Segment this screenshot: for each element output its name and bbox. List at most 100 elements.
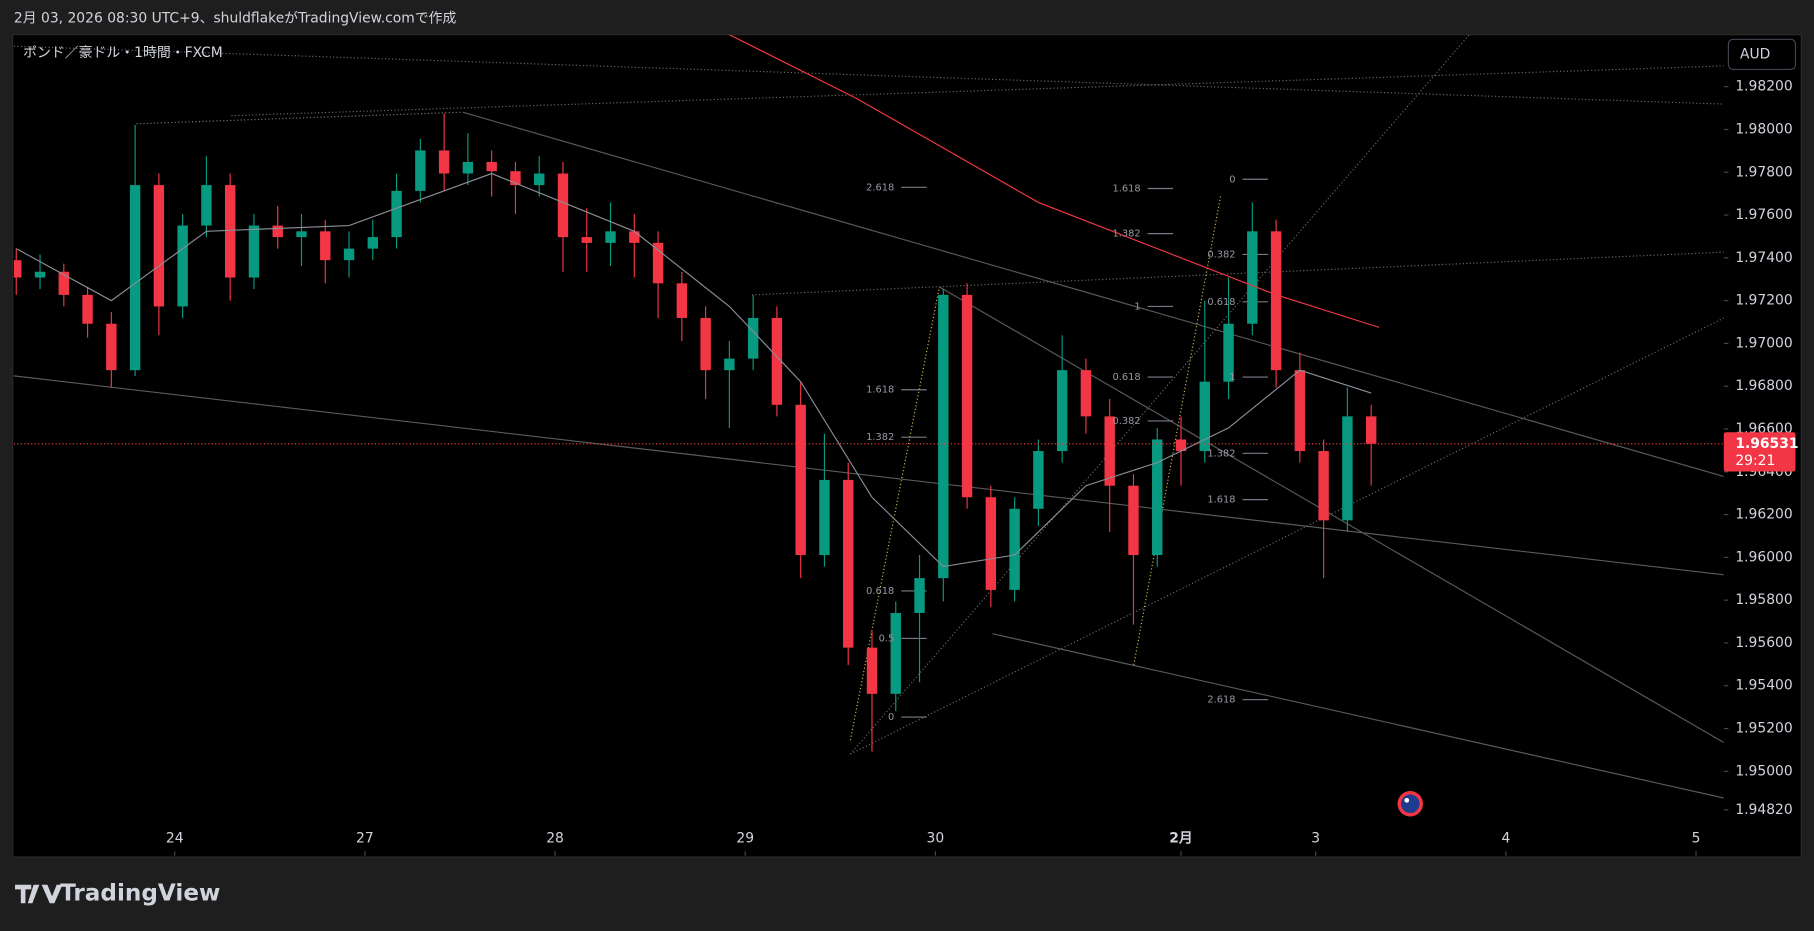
- fib-label: 1.382: [1207, 448, 1235, 459]
- candle-body: [177, 225, 188, 307]
- candle-body: [985, 497, 997, 590]
- candle-body: [557, 173, 569, 238]
- x-tick-label: 3: [1311, 830, 1320, 846]
- candle-body: [367, 237, 379, 249]
- moving-average: [15, 172, 1372, 568]
- plot-layer: [13, 34, 1724, 752]
- candle-body: [1270, 231, 1282, 371]
- currency-button[interactable]: [1727, 38, 1797, 70]
- y-tick-label: 1.97800: [1735, 164, 1792, 180]
- y-tick-label: 1.98200: [1735, 79, 1792, 95]
- candle-body: [82, 294, 93, 324]
- candle-body: [1223, 323, 1234, 382]
- fib-label: 0: [1229, 174, 1235, 185]
- candle-body: [1152, 439, 1163, 556]
- fib-label: 0.382: [1113, 416, 1141, 427]
- y-tick-label: 1.96200: [1735, 507, 1792, 523]
- candle-body: [534, 173, 545, 186]
- candle-body: [1175, 439, 1187, 452]
- fib-label: 0.5: [879, 633, 895, 644]
- candle-body: [1033, 451, 1044, 509]
- fib-label: 0.382: [1207, 249, 1235, 260]
- logo: TradingView: [15, 880, 220, 906]
- trend-line: [462, 111, 1724, 478]
- candle-body: [129, 185, 141, 371]
- y-tick-label: 1.95400: [1735, 678, 1792, 694]
- fib-label: 0.618: [1207, 297, 1235, 308]
- x-tick-label: 4: [1501, 830, 1510, 846]
- y-tick-label: 1.95000: [1735, 763, 1792, 779]
- candle-body: [1199, 381, 1210, 452]
- x-tick-label: 29: [736, 830, 754, 846]
- candle-body: [866, 647, 878, 694]
- flag-icon[interactable]: [1400, 794, 1420, 814]
- currency-label[interactable]: AUD: [1740, 46, 1770, 62]
- candle-body: [438, 150, 450, 174]
- candle-body: [153, 185, 165, 307]
- candle-body: [771, 317, 783, 405]
- x-tick-label: 27: [356, 830, 374, 846]
- candle-body: [1104, 416, 1115, 486]
- y-tick-label: 1.96800: [1735, 378, 1792, 394]
- candle-body: [13, 260, 22, 278]
- candle-body: [914, 578, 925, 613]
- candle-body: [58, 271, 70, 295]
- y-tick-label: 1.95800: [1735, 592, 1792, 608]
- candle-body: [652, 242, 664, 284]
- y-tick-label: 1.97400: [1735, 250, 1792, 266]
- last-price-box: [1723, 432, 1796, 472]
- candle-body: [224, 185, 236, 278]
- symbol-label: ポンド／豪ドル・1時間・FXCM: [23, 45, 223, 61]
- event-flag[interactable]: [1397, 791, 1423, 817]
- candle-body: [486, 161, 497, 172]
- fib-label: 1.382: [866, 432, 894, 443]
- trend-line: [992, 633, 1724, 799]
- fib-label: 1.618: [1207, 495, 1235, 506]
- fib-label: 0: [888, 712, 894, 723]
- candle-body: [320, 231, 331, 261]
- candle-body: [248, 225, 260, 278]
- fib-label: 2.618: [866, 182, 894, 193]
- y-tick-label: 1.97600: [1735, 207, 1792, 223]
- trend-line: [231, 65, 1724, 117]
- candle-body: [272, 225, 283, 238]
- candle-body: [1342, 416, 1353, 521]
- candle-body: [961, 294, 973, 498]
- candle-body: [795, 404, 806, 556]
- logo-mark: [15, 884, 63, 904]
- candle-body: [819, 479, 830, 556]
- x-tick-label: 2月: [1169, 830, 1193, 846]
- candle-body: [1080, 370, 1092, 417]
- x-tick-label: 24: [166, 830, 184, 846]
- candle-body: [1128, 485, 1139, 556]
- candle-body: [724, 358, 735, 371]
- candle-body: [629, 231, 640, 243]
- y-tick-label: 1.95600: [1735, 635, 1792, 651]
- candle-body: [1318, 451, 1329, 521]
- drawings: [13, 34, 1724, 799]
- trend-line: [751, 251, 1724, 296]
- candle-body: [1009, 508, 1020, 590]
- candle-body: [106, 323, 117, 371]
- candle-body: [843, 479, 854, 648]
- fib-label: 1: [1229, 372, 1235, 383]
- x-tick-label: 28: [546, 830, 564, 846]
- candle-body: [1056, 370, 1068, 452]
- fib-label: 1.618: [866, 385, 894, 396]
- fib-leg: [849, 286, 940, 741]
- y-tick-label: 1.98000: [1735, 121, 1792, 137]
- candle-body: [296, 231, 307, 238]
- candle-body: [890, 612, 901, 694]
- fib-label: 1: [1134, 301, 1140, 312]
- fib-label: 2.618: [1207, 695, 1235, 706]
- candle-body: [938, 294, 949, 579]
- flag-star: [1404, 798, 1410, 803]
- brand: TradingView: [60, 880, 220, 906]
- trend-line: [13, 375, 1724, 576]
- y-tick-label: 1.97000: [1735, 335, 1792, 351]
- candle-body: [1294, 370, 1306, 452]
- caption: 2月 03, 2026 08:30 UTC+9、shuldflakeがTradi…: [14, 11, 457, 27]
- candle-body: [510, 171, 521, 186]
- y-tick-label: 1.94820: [1735, 802, 1792, 818]
- fib-label: 0.618: [866, 586, 894, 597]
